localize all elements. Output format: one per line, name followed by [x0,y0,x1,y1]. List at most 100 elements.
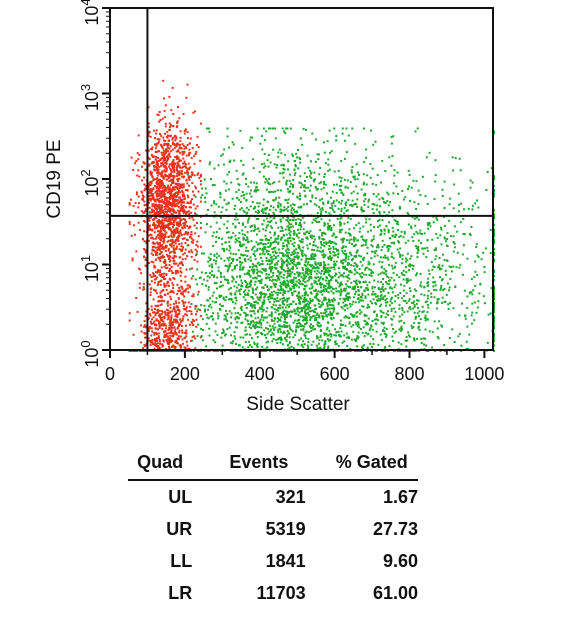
data-point [152,193,155,196]
data-point [149,291,152,294]
data-point [175,144,178,147]
data-point [400,329,403,332]
data-point [443,180,446,183]
data-point [271,258,274,261]
data-point [196,335,199,338]
data-point [452,235,455,238]
data-point [223,163,225,166]
data-point [248,326,251,329]
data-point [273,181,276,184]
data-point [234,266,236,269]
data-point [382,323,385,325]
data-point [427,306,430,309]
data-point [177,240,180,242]
data-point [148,262,151,264]
data-point [164,150,167,153]
data-point [328,299,331,302]
data-point [176,188,179,191]
data-point [425,256,428,259]
data-point [306,154,309,157]
data-point [401,254,404,257]
data-point [177,235,180,238]
data-point [246,313,249,316]
data-point [461,273,464,276]
data-point [197,290,200,293]
data-point [314,288,317,291]
data-point [161,344,164,347]
data-point [255,218,258,221]
data-point [234,241,237,244]
data-point [177,156,180,159]
data-point [319,246,322,249]
data-point [163,331,166,334]
data-point [174,255,177,258]
data-point [329,311,332,314]
data-point [280,164,283,167]
data-point [174,262,177,265]
data-point [154,278,157,281]
data-point [163,142,166,145]
data-point [173,231,176,234]
data-point [162,229,165,232]
data-point [362,194,365,197]
data-point [392,272,395,275]
data-point [285,127,287,130]
data-point [425,156,428,159]
data-point [283,281,286,284]
data-point [157,225,160,228]
data-point [295,284,298,287]
data-point [347,299,350,302]
data-point [135,160,138,162]
data-point [181,291,184,294]
data-point [236,286,239,289]
data-point [189,268,192,271]
data-point [237,188,240,191]
data-point [200,304,203,306]
data-point [322,203,325,206]
data-point [187,347,190,350]
data-point [201,283,204,286]
data-point [326,140,329,143]
data-point [254,226,256,229]
data-point [471,204,474,207]
data-point [379,305,381,308]
data-point [235,169,238,172]
data-point [214,341,217,344]
data-point [411,236,414,239]
data-point [270,262,273,265]
data-point [186,131,189,134]
data-point [137,158,140,161]
data-point [177,323,180,326]
data-point [352,245,355,248]
data-point [382,290,385,293]
data-point [425,317,428,320]
data-point [148,201,151,204]
data-point [158,200,160,203]
data-point [303,343,306,346]
data-point [147,226,150,229]
data-point [158,197,161,200]
data-point [173,310,176,312]
data-point [356,335,359,338]
data-point [342,275,345,278]
data-point [245,183,248,186]
data-point [364,295,367,298]
data-point [346,344,349,347]
data-point [253,343,256,346]
data-point [158,185,161,188]
data-point [175,137,178,140]
data-point [288,232,291,235]
data-point [388,304,391,307]
data-point [312,325,315,327]
data-point [162,151,165,154]
data-point [162,163,165,166]
data-point [436,301,439,304]
data-point [165,327,167,330]
data-point [416,252,419,254]
data-point [207,260,210,263]
data-point [217,205,220,208]
data-point [160,310,163,312]
data-point [241,281,244,284]
data-point [195,144,198,146]
data-point [417,306,419,309]
